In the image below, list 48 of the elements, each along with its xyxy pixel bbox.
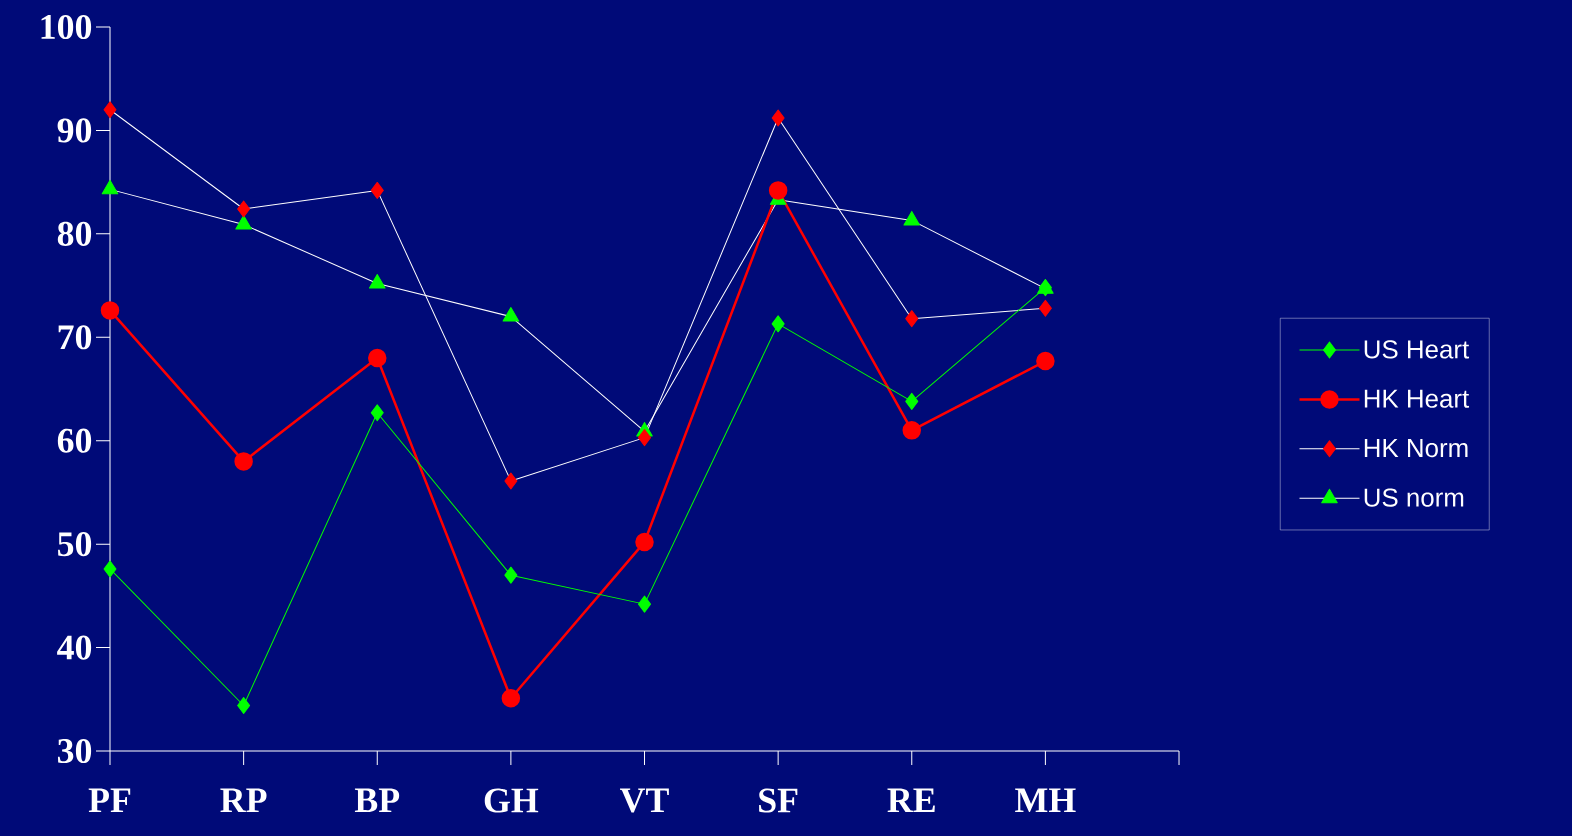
point <box>638 429 652 447</box>
point <box>368 273 386 289</box>
point <box>902 421 922 440</box>
point <box>635 532 654 552</box>
legend-label: HK Norm <box>1364 439 1468 458</box>
point <box>103 560 117 578</box>
y-tick-label: 50 <box>58 532 92 557</box>
x-tick-label: MH <box>1015 788 1076 813</box>
legend-label: US Heart <box>1364 340 1470 359</box>
point <box>1038 299 1052 317</box>
point <box>504 566 518 584</box>
x-tick-label: VT <box>620 788 669 813</box>
y-tick-label: 80 <box>57 221 92 246</box>
x-tick-label: SF <box>759 788 798 813</box>
y-tick-label: 40 <box>57 635 92 660</box>
y-tick-label: 30 <box>57 738 92 764</box>
point <box>903 210 921 226</box>
point <box>100 301 120 320</box>
point <box>501 689 521 708</box>
point <box>234 452 253 471</box>
point <box>638 595 652 613</box>
y-tick-label: 70 <box>58 325 92 350</box>
point <box>771 315 785 333</box>
point <box>1036 351 1055 371</box>
point <box>237 200 251 218</box>
point <box>368 348 387 368</box>
point <box>771 109 785 127</box>
point <box>905 392 919 410</box>
x-tick-label: BP <box>354 788 400 813</box>
y-tick-label: 90 <box>57 118 92 143</box>
legend-label: US norm <box>1364 488 1464 507</box>
point <box>905 310 919 328</box>
y-tick-label: 100 <box>41 14 92 40</box>
point <box>504 472 518 490</box>
x-tick-label: PF <box>88 788 131 813</box>
y-tick-label: 60 <box>57 428 92 453</box>
point <box>768 181 788 200</box>
point <box>103 101 117 119</box>
point <box>370 404 384 422</box>
legend-label: HK Heart <box>1364 389 1470 408</box>
x-tick-label: RP <box>220 788 267 813</box>
x-tick-label: RE <box>887 788 935 813</box>
point <box>370 181 384 199</box>
point <box>502 307 520 322</box>
x-tick-label: GH <box>484 788 539 813</box>
point <box>237 696 251 714</box>
point <box>235 215 252 230</box>
point <box>101 179 119 195</box>
